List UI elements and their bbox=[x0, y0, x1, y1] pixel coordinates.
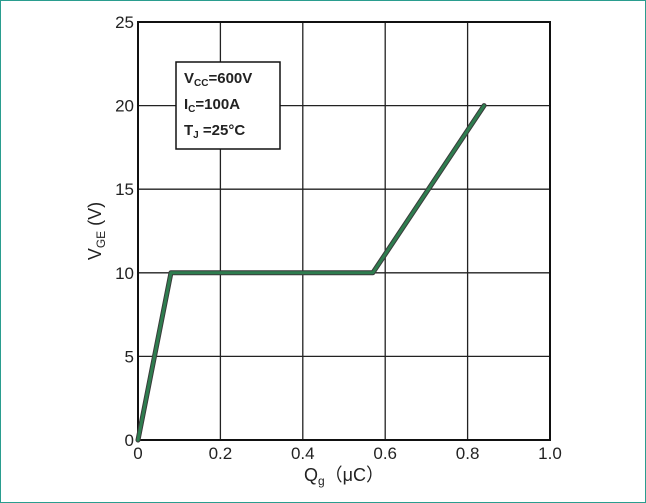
annotation-line-tj: TJ =25°C bbox=[184, 122, 245, 141]
y-tick-labels: 0 5 10 15 20 25 bbox=[115, 13, 134, 450]
series-group bbox=[135, 103, 487, 443]
x-tick-label: 1.0 bbox=[538, 444, 562, 463]
x-tick-labels: 0 0.2 0.4 0.6 0.8 1.0 bbox=[133, 444, 562, 463]
x-tick-label: 0.4 bbox=[291, 444, 315, 463]
y-tick-label: 10 bbox=[115, 264, 134, 283]
series-line bbox=[136, 104, 486, 442]
x-tick-label: 0.2 bbox=[209, 444, 233, 463]
y-tick-label: 20 bbox=[115, 97, 134, 116]
x-axis-label: Qg（μC） bbox=[304, 465, 384, 488]
annotation-line-ic: IC=100A bbox=[184, 96, 240, 115]
conditions-annotation: VCC=600V IC=100A TJ =25°C bbox=[175, 61, 281, 150]
x-tick-label: 0.6 bbox=[373, 444, 397, 463]
y-axis-label: VGE (V) bbox=[85, 202, 108, 260]
y-tick-label: 0 bbox=[125, 431, 134, 450]
y-tick-label: 5 bbox=[125, 347, 134, 366]
y-tick-label: 15 bbox=[115, 180, 134, 199]
y-tick-label: 25 bbox=[115, 13, 134, 32]
annotation-line-vcc: VCC=600V bbox=[184, 70, 252, 89]
x-tick-label: 0 bbox=[133, 444, 142, 463]
x-tick-label: 0.8 bbox=[456, 444, 480, 463]
plot-area-border bbox=[137, 21, 551, 441]
annotation-box bbox=[175, 61, 281, 150]
